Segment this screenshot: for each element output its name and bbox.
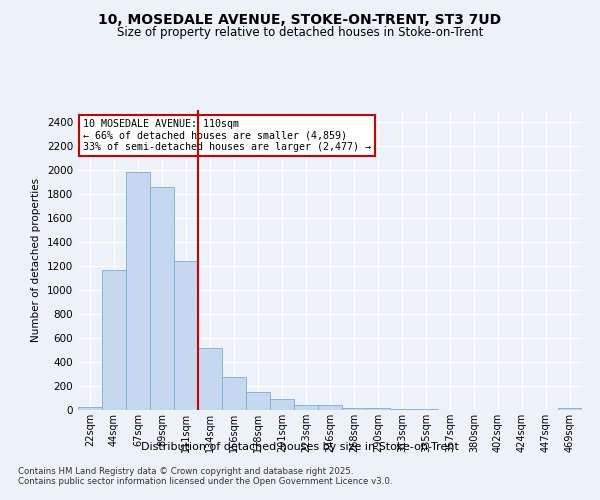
Text: Contains HM Land Registry data © Crown copyright and database right 2025.: Contains HM Land Registry data © Crown c…	[18, 467, 353, 476]
Bar	[366, 408, 390, 410]
Bar	[246, 392, 270, 410]
Text: Distribution of detached houses by size in Stoke-on-Trent: Distribution of detached houses by size …	[141, 442, 459, 452]
Bar	[270, 399, 294, 410]
Bar	[174, 261, 198, 410]
Text: Size of property relative to detached houses in Stoke-on-Trent: Size of property relative to detached ho…	[117, 26, 483, 39]
Bar	[78, 407, 102, 410]
Bar	[102, 270, 126, 410]
Bar	[318, 405, 342, 410]
Bar	[222, 377, 246, 410]
Bar	[342, 408, 366, 410]
Bar	[150, 188, 174, 410]
Bar	[126, 172, 150, 410]
Text: Contains public sector information licensed under the Open Government Licence v3: Contains public sector information licen…	[18, 477, 392, 486]
Text: 10, MOSEDALE AVENUE, STOKE-ON-TRENT, ST3 7UD: 10, MOSEDALE AVENUE, STOKE-ON-TRENT, ST3…	[98, 12, 502, 26]
Bar	[198, 348, 222, 410]
Text: 10 MOSEDALE AVENUE: 110sqm
← 66% of detached houses are smaller (4,859)
33% of s: 10 MOSEDALE AVENUE: 110sqm ← 66% of deta…	[83, 119, 371, 152]
Bar	[558, 408, 582, 410]
Bar	[294, 405, 318, 410]
Y-axis label: Number of detached properties: Number of detached properties	[31, 178, 41, 342]
